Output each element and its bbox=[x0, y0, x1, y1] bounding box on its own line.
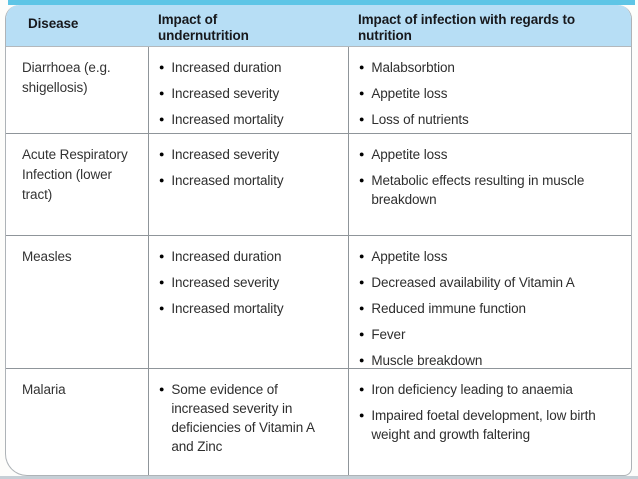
disease-name: Diarrhoea (e.g. shigellosis) bbox=[22, 60, 111, 95]
bullet-icon: ● bbox=[359, 88, 365, 98]
header-impact-of-infection: Impact of infection with regards to nutr… bbox=[358, 12, 576, 43]
infection-list: ● Malabsorbtion ● Appetite loss ● Loss of n… bbox=[348, 47, 631, 133]
disease-name: Measles bbox=[22, 249, 72, 264]
list-item-text: Increased severity bbox=[171, 275, 280, 290]
bullet-icon: ● bbox=[159, 277, 165, 287]
list-item: ● Increased severity bbox=[159, 145, 326, 164]
table-row-malaria: Malaria ● Some evidence of increased seve… bbox=[6, 368, 631, 475]
slide-bottom-accent-strip bbox=[0, 476, 638, 479]
bullet-icon: ● bbox=[359, 355, 365, 365]
disease-nutrition-table: Disease Impact of undernutrition Impact … bbox=[5, 5, 632, 476]
list-item: ● Loss of nutrients bbox=[359, 110, 619, 129]
slide-top-accent-strip bbox=[8, 0, 635, 5]
list-item-text: Some evidence of increased severity in d… bbox=[171, 382, 315, 454]
list-item: ● Some evidence of increased severity in … bbox=[159, 380, 326, 456]
infection-list: ● Appetite loss ● Decreased availability o… bbox=[348, 236, 631, 370]
bullet-icon: ● bbox=[159, 62, 165, 72]
table-body: Diarrhoea (e.g. shigellosis) ● Increased … bbox=[6, 47, 631, 475]
list-item-text: Increased mortality bbox=[171, 173, 284, 188]
list-item-text: Appetite loss bbox=[371, 147, 448, 162]
bullet-icon: ● bbox=[359, 251, 365, 261]
undernutrition-list: ● Increased duration ● Increased severity … bbox=[148, 236, 348, 370]
bullet-icon: ● bbox=[159, 303, 165, 313]
list-item-text: Decreased availability of Vitamin A bbox=[371, 275, 575, 290]
list-item: ● Metabolic effects resulting in muscle b… bbox=[359, 171, 619, 209]
list-item-text: Appetite loss bbox=[371, 86, 448, 101]
list-item: ● Malabsorbtion bbox=[359, 58, 619, 77]
list-item: ● Increased duration bbox=[159, 247, 326, 266]
list-item-text: Iron deficiency leading to anaemia bbox=[371, 382, 573, 397]
list-item-text: Muscle breakdown bbox=[371, 353, 483, 368]
bullet-icon: ● bbox=[359, 329, 365, 339]
disease-name: Acute Respiratory Infection (lower tract… bbox=[22, 147, 128, 202]
list-item-text: Increased mortality bbox=[171, 112, 284, 127]
list-item-text: Increased duration bbox=[171, 249, 282, 264]
bullet-icon: ● bbox=[359, 277, 365, 287]
list-item-text: Increased mortality bbox=[171, 301, 284, 316]
list-item-text: Loss of nutrients bbox=[371, 112, 469, 127]
list-item: ● Increased severity bbox=[159, 84, 326, 103]
infection-list: ● Iron deficiency leading to anaemia ● Imp… bbox=[348, 369, 631, 475]
undernutrition-list: ● Some evidence of increased severity in … bbox=[148, 369, 348, 475]
header-impact-of-undernutrition: Impact of undernutrition bbox=[158, 12, 249, 43]
list-item: ● Fever bbox=[359, 325, 619, 344]
list-item: ● Increased duration bbox=[159, 58, 326, 77]
list-item-text: Appetite loss bbox=[371, 249, 448, 264]
bullet-icon: ● bbox=[159, 114, 165, 124]
bullet-icon: ● bbox=[159, 384, 165, 394]
list-item-text: Increased severity bbox=[171, 147, 280, 162]
table-row-measles: Measles ● Increased duration ● Increased s… bbox=[6, 235, 631, 370]
list-item-text: Increased severity bbox=[171, 86, 280, 101]
undernutrition-list: ● Increased duration ● Increased severity … bbox=[148, 47, 348, 133]
list-item: ● Impaired foetal development, low birth … bbox=[359, 406, 619, 444]
bullet-icon: ● bbox=[359, 149, 365, 159]
list-item: ● Increased severity bbox=[159, 273, 326, 292]
list-item: ● Increased mortality bbox=[159, 110, 326, 129]
bullet-icon: ● bbox=[159, 149, 165, 159]
list-item: ● Iron deficiency leading to anaemia bbox=[359, 380, 619, 399]
list-item-text: Fever bbox=[371, 327, 406, 342]
list-item: ● Reduced immune function bbox=[359, 299, 619, 318]
list-item: ● Appetite loss bbox=[359, 145, 619, 164]
list-item: ● Increased mortality bbox=[159, 299, 326, 318]
bullet-icon: ● bbox=[359, 175, 365, 185]
bullet-icon: ● bbox=[359, 384, 365, 394]
undernutrition-list: ● Increased severity ● Increased mortality bbox=[148, 134, 348, 235]
disease-name: Malaria bbox=[22, 382, 66, 397]
list-item-text: Increased duration bbox=[171, 60, 282, 75]
bullet-icon: ● bbox=[359, 303, 365, 313]
list-item: ● Decreased availability of Vitamin A bbox=[359, 273, 619, 292]
bullet-icon: ● bbox=[159, 251, 165, 261]
table-row-diarrhoea: Diarrhoea (e.g. shigellosis) ● Increased … bbox=[6, 47, 631, 133]
table-header-row: Disease Impact of undernutrition Impact … bbox=[6, 5, 631, 47]
bullet-icon: ● bbox=[359, 114, 365, 124]
bullet-icon: ● bbox=[159, 175, 165, 185]
header-disease: Disease bbox=[28, 16, 79, 31]
bullet-icon: ● bbox=[359, 410, 365, 420]
list-item-text: Impaired foetal development, low birth w… bbox=[371, 408, 596, 442]
list-item-text: Metabolic effects resulting in muscle br… bbox=[371, 173, 585, 207]
list-item-text: Malabsorbtion bbox=[371, 60, 455, 75]
infection-list: ● Appetite loss ● Metabolic effects result… bbox=[348, 134, 631, 235]
list-item: ● Appetite loss bbox=[359, 84, 619, 103]
table-row-acute-respiratory-infection: Acute Respiratory Infection (lower tract… bbox=[6, 133, 631, 235]
list-item: ● Increased mortality bbox=[159, 171, 326, 190]
list-item: ● Muscle breakdown bbox=[359, 351, 619, 370]
list-item-text: Reduced immune function bbox=[371, 301, 526, 316]
list-item: ● Appetite loss bbox=[359, 247, 619, 266]
bullet-icon: ● bbox=[159, 88, 165, 98]
bullet-icon: ● bbox=[359, 62, 365, 72]
